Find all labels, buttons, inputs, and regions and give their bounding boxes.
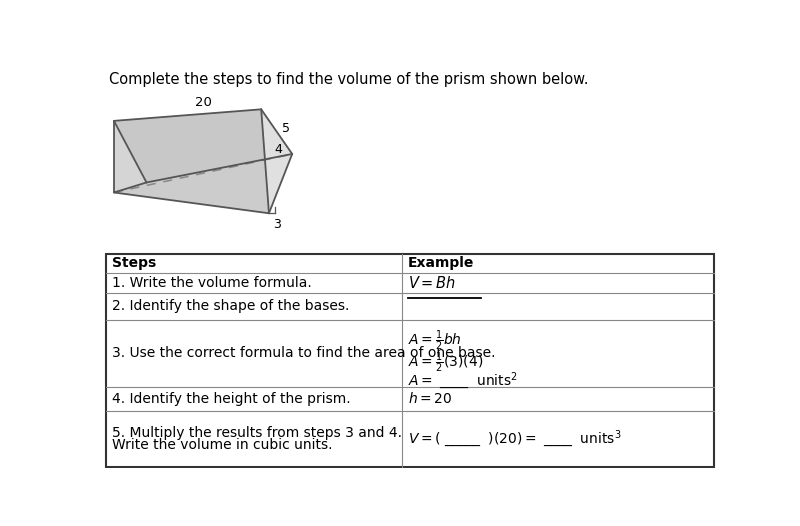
Text: 4: 4 [274, 143, 282, 156]
Text: 3. Use the correct formula to find the area of one base.: 3. Use the correct formula to find the a… [112, 346, 495, 360]
Polygon shape [114, 109, 292, 183]
Text: $A = $ ____  units$^2$: $A = $ ____ units$^2$ [408, 370, 518, 391]
Text: $h = 20$: $h = 20$ [408, 391, 452, 407]
Text: Steps: Steps [112, 256, 156, 270]
Polygon shape [262, 109, 292, 213]
Text: $V = Bh$: $V = Bh$ [408, 275, 456, 291]
Text: Example: Example [408, 256, 474, 270]
Polygon shape [114, 154, 292, 213]
Text: 3: 3 [273, 218, 281, 231]
Text: $A = \frac{1}{2}bh$: $A = \frac{1}{2}bh$ [408, 329, 462, 353]
Text: 2. Identify the shape of the bases.: 2. Identify the shape of the bases. [112, 299, 349, 313]
Text: Complete the steps to find the volume of the prism shown below.: Complete the steps to find the volume of… [110, 72, 589, 87]
Text: 4. Identify the height of the prism.: 4. Identify the height of the prism. [112, 392, 350, 406]
Text: Write the volume in cubic units.: Write the volume in cubic units. [112, 438, 332, 452]
Text: 1. Write the volume formula.: 1. Write the volume formula. [112, 276, 311, 290]
Bar [106, 254, 714, 467]
Text: $V = ($ _____  $)(20) = $ ____  units$^3$: $V = ($ _____ $)(20) = $ ____ units$^3$ [408, 429, 621, 449]
Text: 20: 20 [194, 96, 211, 109]
Polygon shape [114, 121, 146, 193]
Text: $A = \frac{1}{2}(3)(4)$: $A = \frac{1}{2}(3)(4)$ [408, 350, 483, 375]
Text: 5: 5 [282, 122, 290, 135]
Text: 5. Multiply the results from steps 3 and 4.: 5. Multiply the results from steps 3 and… [112, 426, 402, 440]
